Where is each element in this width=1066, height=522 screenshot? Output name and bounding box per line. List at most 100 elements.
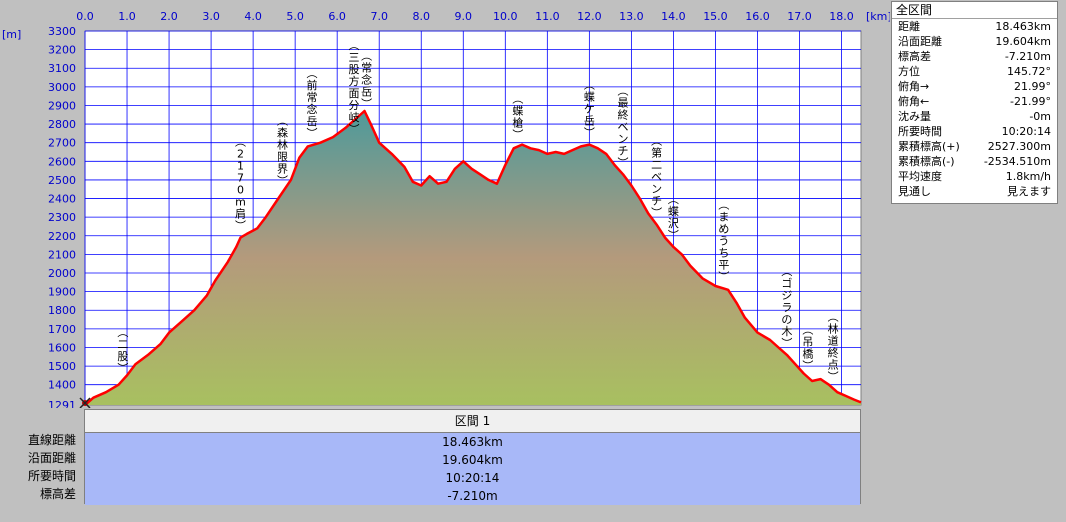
summary-header: 全区間 — [892, 2, 1057, 19]
y-tick-label: 2800 — [48, 118, 76, 131]
waypoint-label: ︵吊橋︶ — [802, 323, 813, 372]
waypoint-label: ︵常念岳︶ — [361, 49, 372, 110]
y-tick-label: 2000 — [48, 267, 76, 280]
summary-row-label: 沈み量 — [898, 110, 931, 123]
y-tick-label: 3300 — [48, 25, 76, 38]
x-tick-label: 12.0 — [577, 10, 602, 23]
summary-row-label: 所要時間 — [898, 125, 942, 138]
y-tick-label: 3100 — [48, 62, 76, 75]
summary-row: 見通し 見えます — [892, 184, 1057, 199]
waypoint-label: ︵まめうち平︶ — [718, 199, 729, 284]
x-tick-label: 10.0 — [493, 10, 518, 23]
y-tick-label: 2400 — [48, 193, 76, 206]
summary-rows: 距離 18.463km 沿面距離 19.604km 標高差 -7.210m 方位 145.72… — [892, 19, 1057, 199]
waypoint-labels: ︵二股︶ ︵ 2 1 7 0 m 肩︶ ︵森林限界︶ ︵前常念岳︶ ︵三股方面分岐︶︵常念岳︶ ︵蝶槍… — [117, 39, 838, 383]
summary-row: 方位 145.72° — [892, 64, 1057, 79]
y-tick-label: 2600 — [48, 155, 76, 168]
waypoint-label: ︵蝶ケ岳︶ — [584, 79, 595, 140]
segment-row-value: 19.604km — [85, 451, 860, 469]
x-tick-label: 0.0 — [76, 10, 94, 23]
summary-row: 累積標高(-) -2534.510m — [892, 154, 1057, 169]
summary-row: 距離 18.463km — [892, 19, 1057, 34]
y-tick-label: 3200 — [48, 44, 76, 57]
summary-row: 平均速度 1.8km/h — [892, 169, 1057, 184]
x-tick-label: 3.0 — [202, 10, 220, 23]
segment-row-value: 10:20:14 — [85, 469, 860, 487]
waypoint-label: ︵前常念岳︶ — [306, 67, 317, 140]
y-axis-ticks: 3300 3200 3100 3000 2900 2800 2700 2600 2500 2400… — [48, 25, 76, 408]
summary-row: 沈み量 -0m — [892, 109, 1057, 124]
summary-row: 所要時間 10:20:14 — [892, 124, 1057, 139]
y-tick-label: 3000 — [48, 81, 76, 94]
y-tick-label: 2500 — [48, 174, 76, 187]
segment-rows: 18.463km 19.604km 10:20:14 -7.210m — [85, 433, 860, 505]
segment-header[interactable]: 区間 1 — [85, 410, 860, 433]
summary-row-label: 累積標高(+) — [898, 140, 960, 153]
summary-row-value: 18.463km — [995, 20, 1051, 33]
summary-row-value: -0m — [1029, 110, 1051, 123]
waypoint-label: ︵第二ベンチ︶ — [651, 135, 662, 220]
start-marker — [79, 397, 91, 408]
summary-row: 標高差 -7.210m — [892, 49, 1057, 64]
summary-row-value: -2534.510m — [983, 155, 1051, 168]
x-tick-label: 14.0 — [661, 10, 686, 23]
y-tick-label: 1800 — [48, 304, 76, 317]
x-tick-label: 4.0 — [244, 10, 262, 23]
segment-row-value: 18.463km — [85, 433, 860, 451]
summary-row-value: 19.604km — [995, 35, 1051, 48]
y-tick-label: 2700 — [48, 137, 76, 150]
summary-row-value: 145.72° — [1007, 65, 1051, 78]
segment-row-label: 標高差 — [39, 487, 76, 501]
summary-row-value: 見えます — [1007, 185, 1051, 198]
y-axis-unit-label: [m] — [2, 28, 21, 41]
waypoint-label: ︵三股方面分岐︶ — [348, 39, 359, 136]
summary-row-label: 方位 — [898, 65, 920, 78]
summary-panel: 全区間 距離 18.463km 沿面距離 19.604km 標高差 -7.210m 方位 14… — [891, 1, 1058, 204]
summary-row-label: 距離 — [898, 20, 920, 33]
summary-row-label: 平均速度 — [898, 170, 942, 183]
waypoint-label: ︵林道終点︶ — [828, 310, 839, 383]
summary-row: 沿面距離 19.604km — [892, 34, 1057, 49]
x-tick-label: 8.0 — [412, 10, 430, 23]
segment-row-value: -7.210m — [85, 487, 860, 505]
x-axis-unit-label: [km] — [866, 10, 890, 23]
segment-table: 区間 1 18.463km 19.604km 10:20:14 -7.210m — [84, 409, 861, 505]
summary-row: 累積標高(+) 2527.300m — [892, 139, 1057, 154]
waypoint-label: ︵蝶槍︶ — [512, 92, 523, 141]
summary-row-label: 沿面距離 — [898, 35, 942, 48]
x-tick-label: 9.0 — [455, 10, 473, 23]
y-tick-label: 1291 — [48, 399, 76, 408]
summary-row-label: 見通し — [898, 185, 931, 198]
elevation-profile-chart: 0.0 1.0 2.0 3.0 4.0 5.0 6.0 7.0 8.0 9.0 10.0 11.0 12… — [2, 10, 890, 408]
y-tick-label: 1600 — [48, 341, 76, 354]
y-tick-label: 2100 — [48, 248, 76, 261]
waypoint-label: ︵森林限界︶ — [277, 114, 288, 187]
waypoint-label: ︵最終ベンチ︶ — [617, 84, 628, 169]
x-tick-label: 6.0 — [328, 10, 346, 23]
summary-row-value: 10:20:14 — [1001, 125, 1051, 138]
waypoint-label: ︵蝶沢︶ — [668, 193, 679, 242]
elevation-area-fill — [85, 111, 861, 405]
x-tick-label: 17.0 — [787, 10, 812, 23]
x-tick-label: 13.0 — [619, 10, 644, 23]
summary-row-value: -21.99° — [1010, 95, 1051, 108]
y-tick-label: 2300 — [48, 211, 76, 224]
waypoint-label: ︵ 2 1 7 0 m 肩︶ — [235, 136, 246, 233]
summary-row-value: -7.210m — [1004, 50, 1051, 63]
summary-row: 俯角→ 21.99° — [892, 79, 1057, 94]
segment-row-label: 沿面距離 — [27, 451, 76, 465]
x-tick-label: 15.0 — [703, 10, 728, 23]
x-axis-ticks: 0.0 1.0 2.0 3.0 4.0 5.0 6.0 7.0 8.0 9.0 10.0 11.0 12… — [76, 10, 854, 23]
y-tick-label: 1900 — [48, 286, 76, 299]
summary-row-value: 2527.300m — [987, 140, 1051, 153]
elevation-profile-line — [84, 109, 862, 406]
summary-row-label: 俯角→ — [898, 80, 930, 93]
summary-row-label: 累積標高(-) — [898, 155, 955, 168]
summary-row-label: 俯角← — [898, 95, 930, 108]
x-tick-label: 18.0 — [829, 10, 854, 23]
y-tick-label: 1700 — [48, 323, 76, 336]
x-tick-label: 11.0 — [535, 10, 560, 23]
y-tick-label: 2200 — [48, 230, 76, 243]
x-tick-label: 5.0 — [286, 10, 304, 23]
segment-row-labels: 直線距離 沿面距離 所要時間 標高差 — [0, 431, 82, 503]
